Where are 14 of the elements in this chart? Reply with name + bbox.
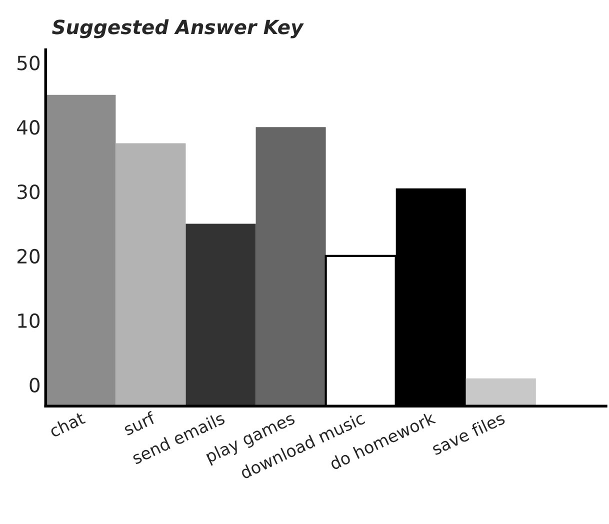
y-tick-label: 50 [18, 56, 40, 70]
chart-title: Suggested Answer Key [52, 19, 304, 38]
x-tick-label: chat [48, 411, 86, 438]
bar [46, 94, 116, 406]
bar [116, 143, 186, 406]
bar [186, 224, 256, 406]
y-tick-label: 40 [17, 120, 40, 135]
y-tick-label: 10 [18, 313, 40, 328]
bar [466, 378, 536, 406]
y-tick-label: 20 [17, 248, 40, 264]
x-tick-label: surf [122, 410, 156, 436]
y-tick-label: 30 [18, 184, 40, 200]
bar [256, 127, 326, 406]
y-tick-label: 0 [30, 378, 40, 392]
